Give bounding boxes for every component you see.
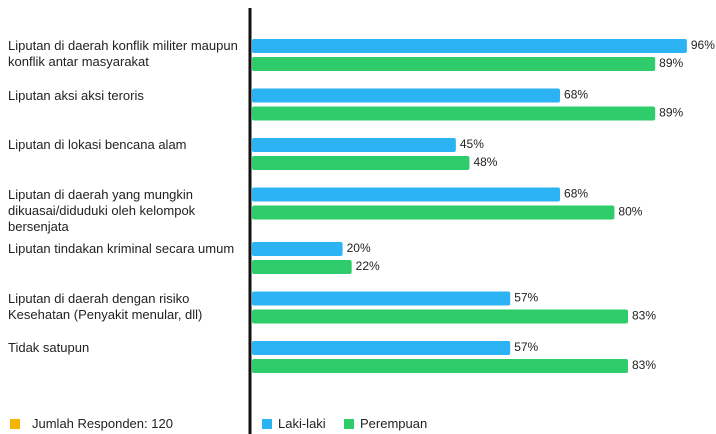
value-label: 68% bbox=[564, 88, 588, 102]
category-label: Liputan aksi aksi teroris bbox=[8, 87, 144, 103]
category-label: Liputan di daerah yang mungkin dikuasai/… bbox=[8, 186, 196, 234]
value-label: 22% bbox=[356, 259, 380, 273]
footnote-swatch bbox=[10, 419, 20, 429]
bar bbox=[252, 205, 615, 220]
bar bbox=[252, 242, 343, 256]
value-label: 83% bbox=[632, 309, 656, 323]
value-label: 45% bbox=[460, 137, 484, 151]
value-label: 57% bbox=[514, 291, 538, 305]
value-label: 80% bbox=[618, 205, 642, 219]
bar bbox=[252, 341, 511, 355]
bar bbox=[252, 138, 456, 152]
value-label: 57% bbox=[514, 340, 538, 354]
bar bbox=[252, 187, 561, 202]
category-label: Liputan di lokasi bencana alam bbox=[8, 137, 187, 152]
value-label: 68% bbox=[564, 187, 588, 201]
bar bbox=[252, 106, 656, 121]
category-label: Tidak satupun bbox=[8, 340, 90, 355]
value-label: 96% bbox=[691, 38, 715, 52]
footnote: Jumlah Responden: 120 bbox=[32, 416, 173, 431]
category-label: Liputan tindakan kriminal secara umum bbox=[8, 241, 235, 256]
bar bbox=[252, 88, 561, 103]
value-label: 48% bbox=[473, 155, 497, 169]
legend-label: Perempuan bbox=[360, 416, 428, 431]
legend-label: Laki-laki bbox=[278, 416, 326, 431]
value-label: 89% bbox=[659, 106, 683, 120]
value-label: 89% bbox=[659, 56, 683, 70]
bar bbox=[252, 309, 628, 324]
legend-swatch bbox=[262, 419, 272, 429]
bar bbox=[252, 260, 352, 274]
category-label: Liputan di daerah dengan risiko Kesehata… bbox=[8, 290, 203, 322]
bar bbox=[252, 39, 687, 53]
value-label: 83% bbox=[632, 358, 656, 372]
value-label: 20% bbox=[347, 241, 371, 255]
bar bbox=[252, 359, 628, 373]
category-label: Liputan di daerah konflik militer maupun… bbox=[8, 38, 238, 69]
legend-swatch bbox=[344, 419, 354, 429]
bar bbox=[252, 156, 470, 170]
bar bbox=[252, 57, 656, 71]
bar bbox=[252, 291, 511, 306]
